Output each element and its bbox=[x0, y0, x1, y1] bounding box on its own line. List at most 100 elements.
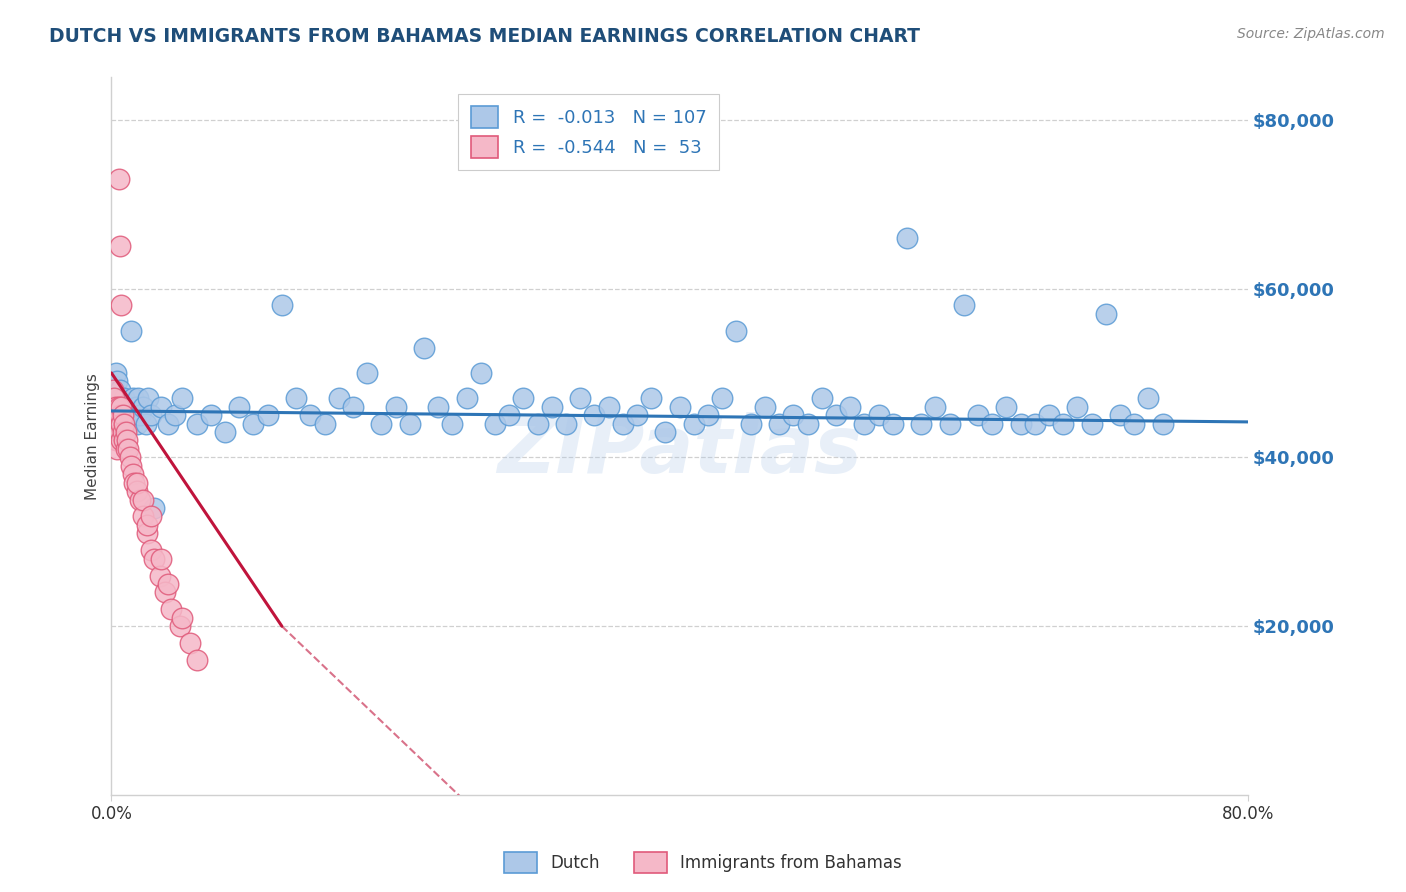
Point bbox=[1052, 417, 1074, 431]
Point bbox=[172, 391, 194, 405]
Point bbox=[853, 417, 876, 431]
Point bbox=[157, 577, 180, 591]
Point bbox=[155, 585, 177, 599]
Point bbox=[256, 408, 278, 422]
Point bbox=[555, 417, 578, 431]
Point bbox=[111, 400, 134, 414]
Point bbox=[141, 509, 163, 524]
Point bbox=[149, 568, 172, 582]
Point bbox=[526, 417, 548, 431]
Point bbox=[103, 425, 125, 439]
Point bbox=[896, 231, 918, 245]
Point bbox=[427, 400, 450, 414]
Point bbox=[120, 458, 142, 473]
Point bbox=[110, 298, 132, 312]
Y-axis label: Median Earnings: Median Earnings bbox=[86, 373, 100, 500]
Point bbox=[107, 171, 129, 186]
Point bbox=[612, 417, 634, 431]
Point bbox=[110, 417, 132, 431]
Point bbox=[740, 417, 762, 431]
Point bbox=[981, 417, 1004, 431]
Point bbox=[131, 492, 153, 507]
Point bbox=[498, 408, 520, 422]
Point bbox=[110, 391, 132, 405]
Point bbox=[112, 417, 135, 431]
Point bbox=[569, 391, 592, 405]
Point bbox=[128, 408, 150, 422]
Point bbox=[103, 378, 125, 392]
Point bbox=[626, 408, 648, 422]
Point bbox=[398, 417, 420, 431]
Point bbox=[105, 417, 128, 431]
Point bbox=[512, 391, 534, 405]
Point bbox=[107, 417, 129, 431]
Point bbox=[105, 425, 128, 439]
Point bbox=[640, 391, 662, 405]
Point bbox=[1095, 307, 1118, 321]
Point bbox=[228, 400, 250, 414]
Point bbox=[122, 408, 145, 422]
Point bbox=[1010, 417, 1032, 431]
Point bbox=[112, 391, 135, 405]
Point bbox=[135, 526, 157, 541]
Point bbox=[1123, 417, 1146, 431]
Point bbox=[328, 391, 350, 405]
Point bbox=[108, 408, 131, 422]
Point bbox=[157, 417, 180, 431]
Point bbox=[101, 391, 124, 405]
Point bbox=[413, 341, 436, 355]
Point bbox=[110, 400, 132, 414]
Point bbox=[924, 400, 946, 414]
Point bbox=[125, 484, 148, 499]
Point bbox=[1137, 391, 1160, 405]
Point bbox=[111, 425, 134, 439]
Point bbox=[356, 366, 378, 380]
Point bbox=[115, 408, 138, 422]
Point bbox=[107, 400, 129, 414]
Point bbox=[910, 417, 932, 431]
Point bbox=[108, 383, 131, 397]
Point bbox=[1080, 417, 1102, 431]
Text: DUTCH VS IMMIGRANTS FROM BAHAMAS MEDIAN EARNINGS CORRELATION CHART: DUTCH VS IMMIGRANTS FROM BAHAMAS MEDIAN … bbox=[49, 27, 920, 45]
Point bbox=[101, 383, 124, 397]
Point bbox=[1109, 408, 1132, 422]
Point bbox=[882, 417, 904, 431]
Point bbox=[160, 602, 183, 616]
Point bbox=[725, 324, 748, 338]
Point bbox=[127, 391, 149, 405]
Point bbox=[124, 400, 146, 414]
Point bbox=[110, 434, 132, 448]
Point bbox=[143, 551, 166, 566]
Point bbox=[143, 501, 166, 516]
Point bbox=[103, 391, 125, 405]
Point bbox=[967, 408, 990, 422]
Point bbox=[121, 391, 143, 405]
Point bbox=[299, 408, 322, 422]
Point bbox=[105, 408, 128, 422]
Point bbox=[1152, 417, 1174, 431]
Point bbox=[150, 400, 173, 414]
Point bbox=[118, 450, 141, 465]
Point bbox=[242, 417, 264, 431]
Point bbox=[135, 517, 157, 532]
Point bbox=[108, 425, 131, 439]
Point bbox=[115, 434, 138, 448]
Point bbox=[172, 611, 194, 625]
Point bbox=[131, 509, 153, 524]
Point bbox=[839, 400, 862, 414]
Point bbox=[314, 417, 336, 431]
Point bbox=[103, 400, 125, 414]
Point bbox=[101, 417, 124, 431]
Point bbox=[868, 408, 890, 422]
Legend: Dutch, Immigrants from Bahamas: Dutch, Immigrants from Bahamas bbox=[498, 846, 908, 880]
Point bbox=[117, 442, 139, 456]
Point bbox=[1066, 400, 1088, 414]
Point bbox=[110, 417, 132, 431]
Point bbox=[104, 366, 127, 380]
Point bbox=[484, 417, 506, 431]
Point bbox=[995, 400, 1018, 414]
Point bbox=[101, 383, 124, 397]
Point bbox=[111, 408, 134, 422]
Point bbox=[105, 442, 128, 456]
Point bbox=[104, 408, 127, 422]
